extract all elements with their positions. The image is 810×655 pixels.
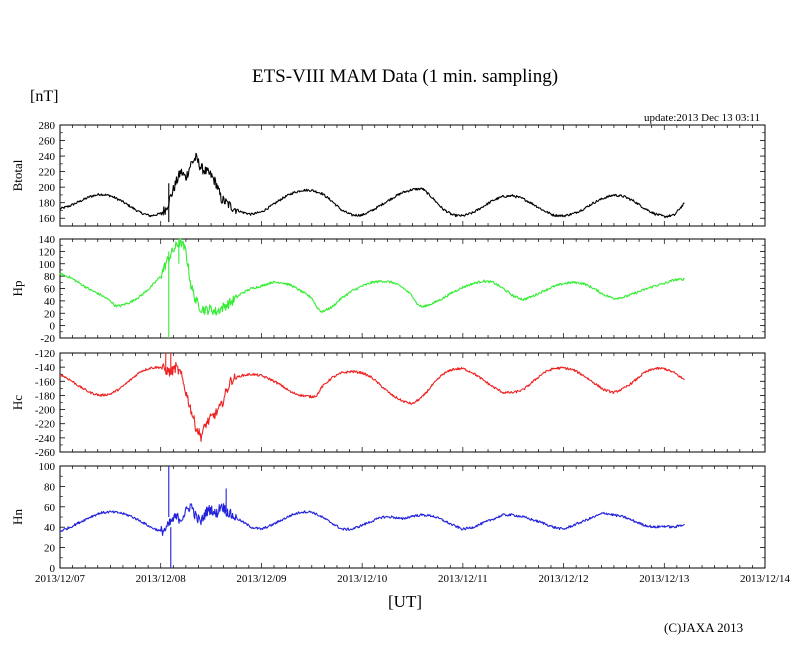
series-line-hc [59,361,685,442]
y-tick-label: 100 [39,259,56,271]
y-tick-label: -120 [35,348,56,360]
panel-hn: 0 20 40 60 80 100 Hn [10,461,766,575]
y-tick-label: 100 [39,461,56,473]
y-tick-label: 40 [44,522,56,534]
x-tick-label: 2013/12/08 [136,573,187,585]
y-tick-label: 80 [44,271,56,283]
x-tick-label: 2013/12/09 [236,573,287,585]
y-unit-label: [nT] [30,88,59,105]
y-tick-label: 20 [44,308,56,320]
y-tick-label: 240 [39,151,56,163]
y-tick-label: -240 [35,433,56,445]
x-tick-label: 2013/12/12 [539,573,589,585]
panel-frame [59,238,766,339]
series-line-hp [59,238,685,316]
panel-label-hc: Hc [10,395,25,410]
x-tick-label: 2013/12/14 [740,573,791,585]
y-tick-label: -20 [40,333,55,345]
y-tick-label: 0 [50,321,56,333]
series-line-hn [59,503,685,536]
series-line-btotal [59,152,685,219]
y-tick-label: -180 [35,390,56,402]
y-tick-label: 40 [44,296,56,308]
y-tick-label: 200 [39,182,56,194]
y-tick-label: 160 [39,213,56,225]
panel-label-hp: Hp [10,281,25,297]
y-tick-label: -160 [35,376,56,388]
y-tick-label: 120 [39,246,56,258]
y-tick-label: 60 [44,502,56,514]
x-tick-label: 2013/12/07 [35,573,86,585]
y-tick-label: 260 [39,136,56,148]
panel-btotal: 160 180 200 220 240 260 280 Btotal [10,120,766,227]
panel-label-hn: Hn [10,509,25,525]
panel-hc: -260 -240 -220 -200 -180 -160 -140 -120 Hc [10,348,766,459]
y-tick-label: 220 [39,167,56,179]
y-tick-label: 140 [39,234,56,246]
y-tick-label: 80 [44,481,56,493]
x-tick-label: 2013/12/11 [438,573,488,585]
chart-title: ETS-VIII MAM Data (1 min. sampling) [251,66,559,87]
x-tick-label: 2013/12/13 [639,573,690,585]
y-tick-label: 60 [44,284,56,296]
copyright-text: (C)JAXA 2013 [664,620,744,635]
y-tick-label: 280 [39,120,56,132]
x-tick-label: 2013/12/10 [337,573,388,585]
y-tick-label: 0 [50,563,56,575]
x-axis-label: [UT] [388,592,422,611]
update-timestamp: update:2013 Dec 13 03:11 [644,112,760,124]
y-tick-label: 180 [39,198,56,210]
y-tick-label: -200 [35,405,56,417]
panel-frame [59,465,766,569]
y-tick-label: 20 [44,543,56,555]
panel-label-btotal: Btotal [10,159,25,191]
y-tick-label: -140 [35,362,56,374]
y-tick-label: -220 [35,419,56,431]
y-tick-label: -260 [35,447,56,459]
